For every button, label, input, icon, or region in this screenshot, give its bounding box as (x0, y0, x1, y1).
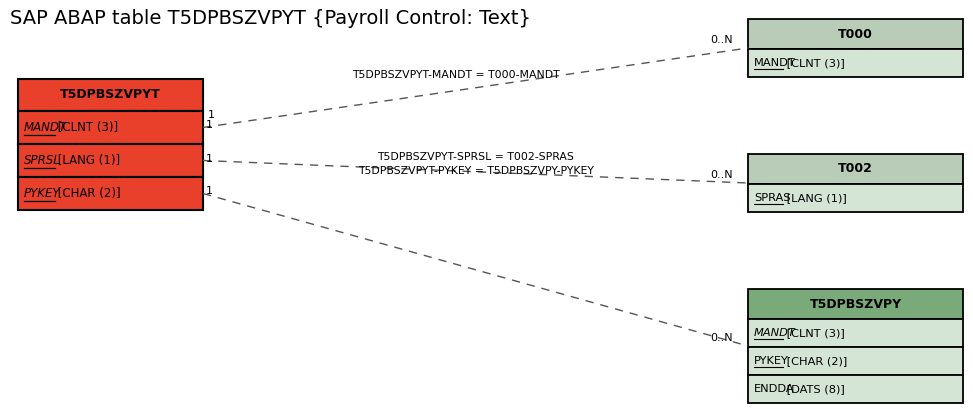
Bar (18, 111, 203, 144)
Text: [CLNT (3)]: [CLNT (3)] (783, 328, 845, 338)
Text: T5DPBSZVPY: T5DPBSZVPY (810, 297, 902, 310)
Text: PYKEY: PYKEY (24, 187, 60, 200)
Text: SPRAS: SPRAS (754, 193, 790, 203)
Bar (748, 154, 963, 184)
Text: T000: T000 (838, 27, 873, 40)
Bar (748, 184, 963, 212)
Text: 1: 1 (206, 121, 213, 130)
Text: 1: 1 (206, 187, 213, 196)
Text: [CHAR (2)]: [CHAR (2)] (54, 187, 121, 200)
Text: MANDT: MANDT (754, 58, 796, 68)
Bar (748, 49, 963, 77)
Text: SAP ABAP table T5DPBSZVPYT {Payroll Control: Text}: SAP ABAP table T5DPBSZVPYT {Payroll Cont… (10, 9, 531, 28)
Text: [CLNT (3)]: [CLNT (3)] (54, 121, 119, 134)
Text: [DATS (8)]: [DATS (8)] (783, 384, 845, 394)
Bar (748, 347, 963, 375)
Text: [CLNT (3)]: [CLNT (3)] (783, 58, 845, 68)
Text: SPRSL: SPRSL (24, 154, 60, 167)
Bar (748, 319, 963, 347)
Text: T002: T002 (838, 162, 873, 175)
Text: T5DPBSZVPYT-PYKEY = T5DPBSZVPY-PYKEY: T5DPBSZVPYT-PYKEY = T5DPBSZVPY-PYKEY (357, 166, 594, 176)
Bar (748, 19, 963, 49)
Bar (748, 375, 963, 403)
Text: [LANG (1)]: [LANG (1)] (54, 154, 121, 167)
Text: 0..N: 0..N (710, 333, 733, 343)
Text: 0..N: 0..N (710, 170, 733, 180)
Bar (18, 177, 203, 210)
Text: PYKEY: PYKEY (754, 356, 789, 366)
Text: 1: 1 (208, 110, 215, 119)
Text: 0..N: 0..N (710, 35, 733, 45)
Text: [CHAR (2)]: [CHAR (2)] (783, 356, 847, 366)
Text: T5DPBSZVPYT-SPRSL = T002-SPRAS: T5DPBSZVPYT-SPRSL = T002-SPRAS (378, 152, 574, 162)
Text: T5DPBSZVPYT: T5DPBSZVPYT (60, 88, 161, 101)
Bar (18, 79, 203, 111)
Text: ENDDA: ENDDA (754, 384, 795, 394)
Text: MANDT: MANDT (24, 121, 67, 134)
Text: MANDT: MANDT (754, 328, 796, 338)
Bar (748, 289, 963, 319)
Text: T5DPBSZVPYT-MANDT = T000-MANDT: T5DPBSZVPYT-MANDT = T000-MANDT (351, 70, 559, 80)
Bar (18, 144, 203, 177)
Text: 1: 1 (206, 153, 213, 164)
Text: [LANG (1)]: [LANG (1)] (783, 193, 847, 203)
